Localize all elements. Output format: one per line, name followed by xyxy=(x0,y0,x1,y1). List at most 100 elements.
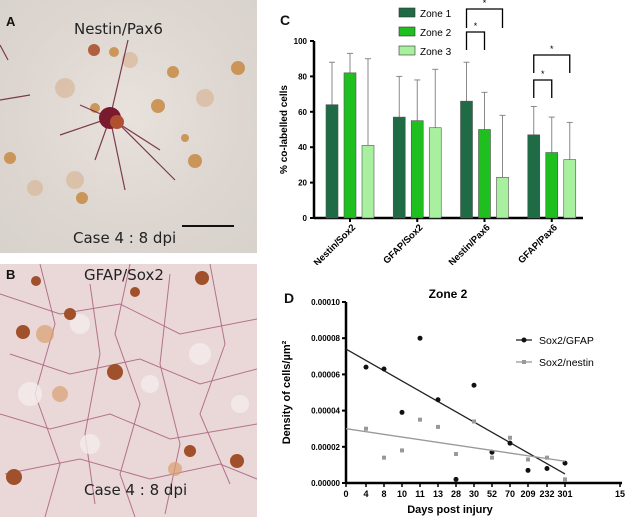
bar xyxy=(478,129,491,219)
x-tick-label: Nestin/Sox2 xyxy=(312,222,358,265)
x-tick-label: GFAP/Sox2 xyxy=(381,222,425,265)
bar xyxy=(545,152,559,219)
bar xyxy=(392,116,406,219)
x-tick-label: 8 xyxy=(381,489,386,499)
significance-bracket xyxy=(465,31,486,50)
data-point xyxy=(563,477,567,482)
y-tick-label: 0.00002 xyxy=(311,443,340,452)
data-point xyxy=(545,455,549,460)
x-tick-label: 4 xyxy=(363,489,368,499)
bar xyxy=(325,104,339,219)
x-tick-label: 10 xyxy=(397,489,407,499)
micrograph-a xyxy=(0,0,257,253)
data-point xyxy=(418,417,422,422)
significance-star: * xyxy=(483,0,487,8)
data-point xyxy=(454,452,458,457)
y-tick-label: 0.00008 xyxy=(311,334,340,343)
panel-letter-d: D xyxy=(284,290,295,306)
legend-swatch xyxy=(398,7,416,18)
bar xyxy=(428,127,442,219)
x-tick-label: 28 xyxy=(451,489,461,499)
bar xyxy=(460,100,473,219)
data-point xyxy=(471,382,477,388)
y-tick-label: 60 xyxy=(298,108,307,117)
x-tick-label: GFAP/Pax6 xyxy=(516,222,560,265)
micrograph-b xyxy=(0,264,257,517)
x-tick-label: 11 xyxy=(415,489,425,499)
scatter-chart-d: Zone 2 0.00000 0.00002 0.00004 0.00006 0.0000… xyxy=(281,287,625,516)
legend-swatch xyxy=(398,26,416,37)
data-point xyxy=(472,419,476,424)
y-tick-label: 0.00000 xyxy=(311,479,340,488)
bar xyxy=(563,159,577,219)
x-tick-label: 30 xyxy=(469,489,479,499)
chart-title: Zone 2 xyxy=(429,287,468,301)
stain-label-b: GFAP/Sox2 xyxy=(84,266,164,284)
x-tick-label: 15 xyxy=(615,489,625,499)
bar xyxy=(410,120,424,219)
y-axis-label: Density of cells/µm² xyxy=(281,340,293,444)
data-point xyxy=(508,435,512,440)
data-point xyxy=(382,455,386,460)
caption-b: Case 4 : 8 dpi xyxy=(84,481,188,499)
y-tick-label: 0 xyxy=(303,214,308,223)
panel-letter-c: C xyxy=(280,12,291,28)
data-point xyxy=(453,476,459,482)
x-tick-label: Nestin/Pax6 xyxy=(447,222,493,265)
data-point xyxy=(490,455,494,460)
data-point xyxy=(400,448,404,453)
significance-star: * xyxy=(474,21,478,31)
x-tick-label: 232 xyxy=(539,489,554,499)
y-tick-label: 0.00010 xyxy=(311,298,340,307)
x-tick-label: 70 xyxy=(505,489,515,499)
y-tick-label: 80 xyxy=(298,72,307,81)
significance-bracket xyxy=(465,8,504,28)
significance-bracket xyxy=(533,79,553,98)
bar xyxy=(343,72,357,219)
legend-label: Zone 1 xyxy=(420,9,452,20)
data-point xyxy=(399,409,405,415)
bar xyxy=(496,176,509,219)
data-point xyxy=(562,460,568,466)
significance-bracket xyxy=(533,54,571,73)
x-tick-label: 0 xyxy=(343,489,348,499)
legend-label: Sox2/nestin xyxy=(539,357,594,369)
significance-star: * xyxy=(550,44,554,54)
data-point xyxy=(435,397,441,403)
significance-star: * xyxy=(541,69,545,79)
y-tick-label: 20 xyxy=(298,179,307,188)
data-point xyxy=(364,426,368,431)
panel-letter-a: A xyxy=(6,14,16,29)
micrograph-a-texture xyxy=(0,39,245,227)
stain-label-a: Nestin/Pax6 xyxy=(74,20,163,38)
y-tick-label: 0.00006 xyxy=(311,370,340,379)
x-tick-label: 209 xyxy=(520,489,535,499)
y-tick-label: 40 xyxy=(298,143,307,152)
data-point xyxy=(381,366,387,372)
legend-swatch xyxy=(398,45,416,56)
data-point xyxy=(363,364,369,370)
bar xyxy=(527,134,541,219)
y-tick-label: 0.00004 xyxy=(311,407,340,416)
legend-label: Zone 2 xyxy=(420,28,452,39)
x-tick-label: 52 xyxy=(487,489,497,499)
data-point xyxy=(436,424,440,429)
y-axis-label: % co-labelled cells xyxy=(279,85,290,174)
micrograph-b-texture xyxy=(0,264,257,517)
panel-letter-b: B xyxy=(6,267,16,282)
legend-label: Zone 3 xyxy=(420,47,452,58)
bar-chart-c: 0 20 40 60 80 100 % co-labelled cells Nestin/So… xyxy=(279,0,583,265)
x-axis-label: Days post injury xyxy=(407,504,493,516)
data-point xyxy=(507,440,513,446)
data-point xyxy=(526,457,530,462)
caption-a: Case 4 : 8 dpi xyxy=(73,229,177,247)
data-point xyxy=(544,466,550,472)
bar xyxy=(361,145,375,219)
y-tick-label: 100 xyxy=(294,37,308,46)
data-point xyxy=(525,467,531,473)
data-point xyxy=(417,335,423,341)
x-tick-label: 13 xyxy=(433,489,443,499)
x-tick-label: 301 xyxy=(557,489,572,499)
trend-line xyxy=(345,428,566,462)
